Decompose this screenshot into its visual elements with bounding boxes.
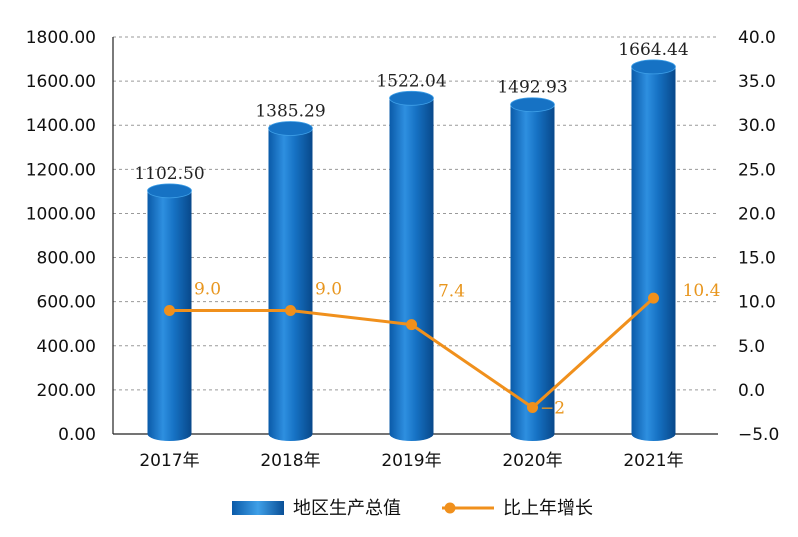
y-right-tick-label: 25.0	[738, 160, 776, 180]
y-right-tick-label: 35.0	[738, 72, 776, 92]
line-value-label: 10.4	[683, 281, 721, 301]
bar-body	[389, 98, 434, 442]
line-point	[164, 304, 175, 316]
line-point	[648, 292, 659, 304]
x-tick-label: 2018年	[260, 451, 320, 471]
bar-body	[268, 128, 313, 442]
line-value-label: 9.0	[315, 279, 342, 299]
y-right-tick-label: 15.0	[738, 249, 776, 269]
legend-label-growth: 比上年增长	[503, 498, 593, 519]
legend-swatch-marker	[444, 502, 456, 514]
x-tick-label: 2020年	[502, 451, 562, 471]
y-left-tick-label: 600.00	[37, 293, 96, 313]
y-left-tick-label: 200.00	[37, 381, 96, 401]
bar-value-label: 1664.44	[618, 40, 688, 60]
y-left-tick-label: 1800.00	[26, 28, 96, 48]
bar-body	[510, 104, 555, 442]
legend-swatch-bar	[232, 501, 284, 515]
line-series	[164, 292, 659, 414]
line-point	[406, 319, 417, 331]
bar-value-label: 1522.04	[376, 71, 446, 91]
x-tick-label: 2017年	[139, 451, 199, 471]
y-left-tick-label: 1200.00	[26, 160, 96, 180]
bar-top	[147, 183, 192, 199]
y-left-tick-label: 1600.00	[26, 72, 96, 92]
line-value-label: −2	[540, 399, 565, 419]
y-right-tick-label: 20.0	[738, 204, 776, 224]
data-labels: 1102.50 1385.29 1522.04 1492.93 1664.44 9.0 9.…	[134, 40, 720, 419]
line-point	[285, 304, 296, 316]
y-right-tick-label: 5.0	[738, 337, 765, 357]
bar-top	[631, 59, 676, 75]
legend: 地区生产总值 比上年增长	[232, 498, 593, 519]
y-right-tick-label: 40.0	[738, 28, 776, 48]
y-left-tick-label: 0.00	[58, 425, 96, 445]
y-left-tick-label: 800.00	[37, 249, 96, 269]
line-value-label: 7.4	[438, 282, 465, 302]
bar	[510, 97, 555, 442]
bar-body	[631, 66, 676, 442]
axes: 0.00 200.00 400.00 600.00 800.00 1000.00 1200.…	[26, 28, 780, 471]
x-tick-label: 2021年	[623, 451, 683, 471]
bar	[389, 90, 434, 442]
y-left-tick-label: 1000.00	[26, 204, 96, 224]
bar-value-label: 1102.50	[134, 164, 204, 184]
y-right-tick-label: −5.0	[738, 425, 779, 445]
bar-series	[147, 59, 676, 442]
bar-value-label: 1492.93	[497, 78, 567, 98]
y-left-tick-label: 1400.00	[26, 116, 96, 136]
bar-top	[389, 90, 434, 106]
bar-top	[268, 121, 313, 136]
legend-label-gdp: 地区生产总值	[293, 498, 401, 519]
bar-value-label: 1385.29	[255, 101, 325, 121]
line-value-label: 9.0	[194, 279, 221, 299]
y-right-tick-label: 30.0	[738, 116, 776, 136]
bar	[268, 121, 313, 442]
y-right-tick-label: 10.0	[738, 293, 776, 313]
x-tick-label: 2019年	[381, 451, 441, 471]
y-left-tick-label: 400.00	[37, 337, 96, 357]
y-right-tick-label: 0.0	[738, 381, 765, 401]
bar-top	[510, 97, 555, 113]
line-point	[527, 402, 538, 414]
bar	[631, 59, 676, 442]
